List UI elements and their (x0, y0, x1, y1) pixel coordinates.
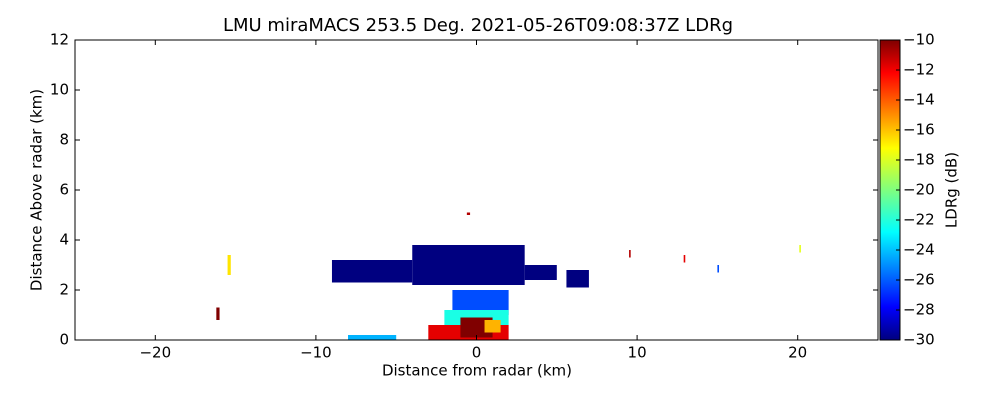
colorbar-tick-label: −24 (903, 241, 935, 259)
radar-echo (683, 255, 686, 263)
y-tick-label: 12 (50, 31, 69, 49)
radar-echo (484, 320, 501, 333)
colorbar-tick-label: −18 (903, 151, 935, 169)
radar-echo (629, 250, 631, 258)
colorbar-tick-label: −22 (903, 211, 935, 229)
y-tick-label: 6 (59, 181, 69, 199)
radar-echo (524, 265, 557, 280)
radar-echo (799, 245, 801, 253)
x-tick-label: −10 (300, 344, 332, 362)
radar-echo (466, 212, 471, 215)
radar-echo (412, 245, 525, 285)
colorbar-tick-label: −14 (903, 91, 935, 109)
y-tick-label: 4 (59, 231, 69, 249)
y-tick-label: 2 (59, 281, 69, 299)
colorbar-tick-label: −30 (903, 331, 935, 349)
x-tick-label: −20 (139, 344, 171, 362)
x-tick-label: 0 (472, 344, 482, 362)
radar-echo (717, 265, 720, 273)
colorbar-tick-label: −16 (903, 121, 935, 139)
radar-echo (227, 255, 231, 275)
colorbar-tick-label: −12 (903, 61, 935, 79)
y-tick-label: 10 (50, 81, 69, 99)
radar-echo (331, 260, 413, 283)
colorbar-tick-label: −28 (903, 301, 935, 319)
colorbar-tick-label: −20 (903, 181, 935, 199)
colorbar-tick-label: −10 (903, 31, 935, 49)
chart-title: LMU miraMACS 253.5 Deg. 2021-05-26T09:08… (223, 15, 733, 36)
radar-echo (216, 307, 220, 320)
colorbar-label: LDRg (dB) (943, 152, 961, 228)
x-axis-label: Distance from radar (km) (382, 362, 572, 380)
radar-echo (348, 335, 397, 340)
y-tick-label: 0 (59, 331, 69, 349)
radar-echo (566, 270, 589, 288)
x-tick-label: 20 (788, 344, 807, 362)
x-tick-label: 10 (628, 344, 647, 362)
colorbar-tick-label: −26 (903, 271, 935, 289)
y-axis-label: Distance Above radar (km) (28, 89, 46, 291)
y-tick-label: 8 (59, 131, 69, 149)
